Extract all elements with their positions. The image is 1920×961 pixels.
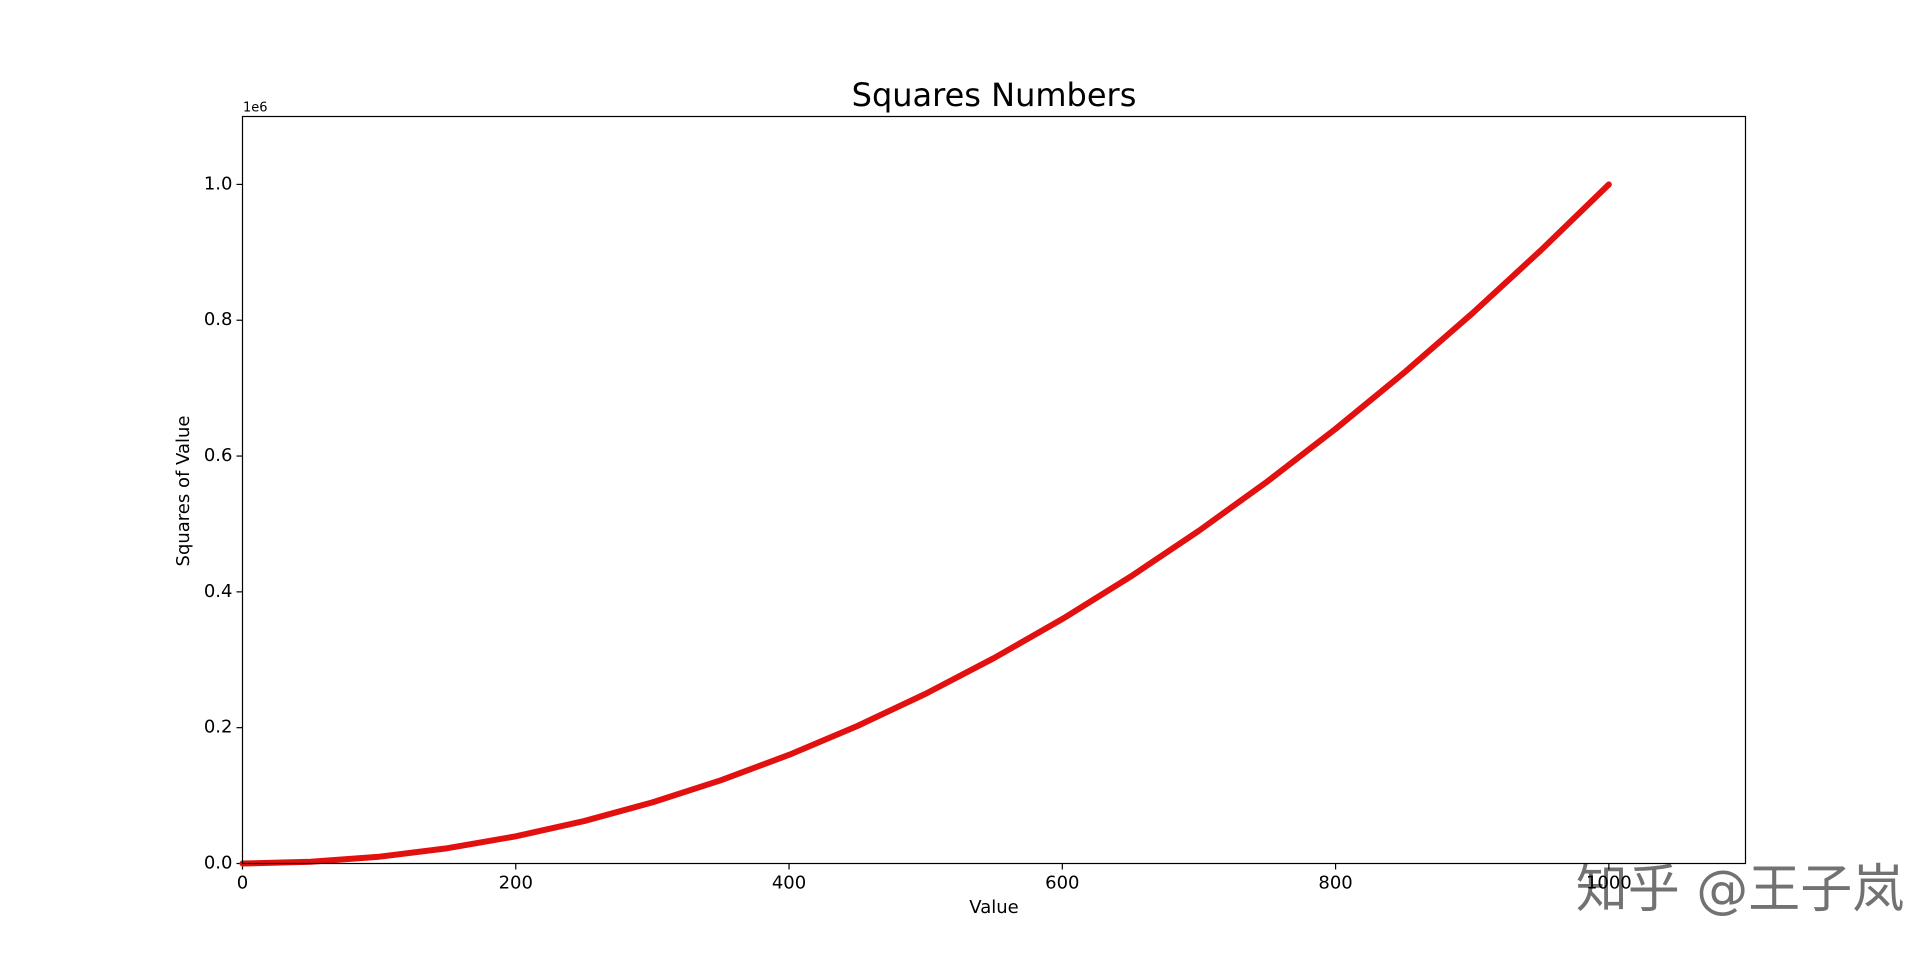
x-tick-label: 0 [237,873,248,894]
x-tick-label: 800 [1318,873,1352,894]
y-tick-label: 0.8 [204,309,233,330]
watermark: 知乎 @王子岚 [1576,860,1905,920]
y-tick-label: 1.0 [204,173,233,194]
x-tick-label: 400 [772,873,806,894]
axes-frame [241,115,1747,865]
y-tick-label: 0.0 [204,853,233,874]
y-offset-label: 1e6 [243,101,268,116]
data-line [239,181,1612,867]
chart-title: Squares Numbers [852,76,1137,114]
x-tick-label: 200 [499,873,533,894]
x-tick-label: 600 [1045,873,1079,894]
x-tick-label: 1000 [1586,873,1632,894]
x-axis-label: Value [969,897,1018,918]
plot-area: 0.0 0.2 0.4 0.6 0.8 1.0 0 200 400 600 800 1000 [204,173,1632,893]
y-tick-label: 0.2 [204,717,233,738]
y-tick-label: 0.4 [204,581,233,602]
y-tick-label: 0.6 [204,445,233,466]
y-axis-label: Squares of Value [173,416,194,567]
